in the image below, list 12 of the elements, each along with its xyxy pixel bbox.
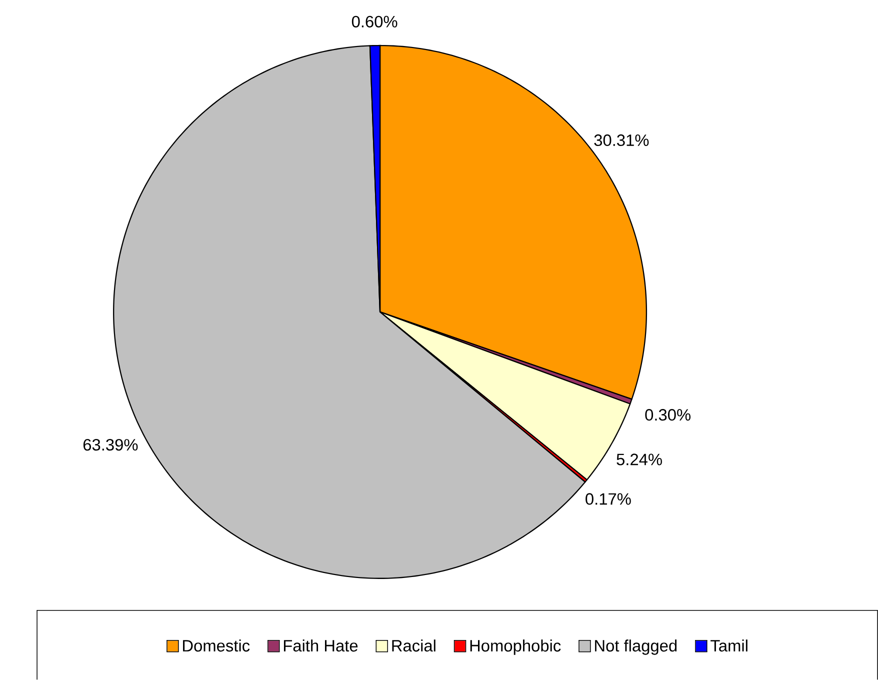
legend-label: Domestic	[183, 639, 250, 652]
legend-label: Faith Hate	[284, 639, 358, 652]
legend-label: Tamil	[710, 639, 748, 652]
legend-label: Homophobic	[470, 639, 561, 655]
data-label: 0.60%	[352, 16, 398, 28]
data-label: 0.17%	[586, 493, 631, 505]
legend-label: Not flagged	[595, 639, 677, 655]
data-label: 63.39%	[83, 438, 138, 451]
legend-label: Racial	[392, 639, 436, 652]
data-label: 30.31%	[594, 134, 649, 146]
data-label: 5.24%	[616, 454, 662, 466]
data-label: 0.30%	[645, 408, 690, 421]
